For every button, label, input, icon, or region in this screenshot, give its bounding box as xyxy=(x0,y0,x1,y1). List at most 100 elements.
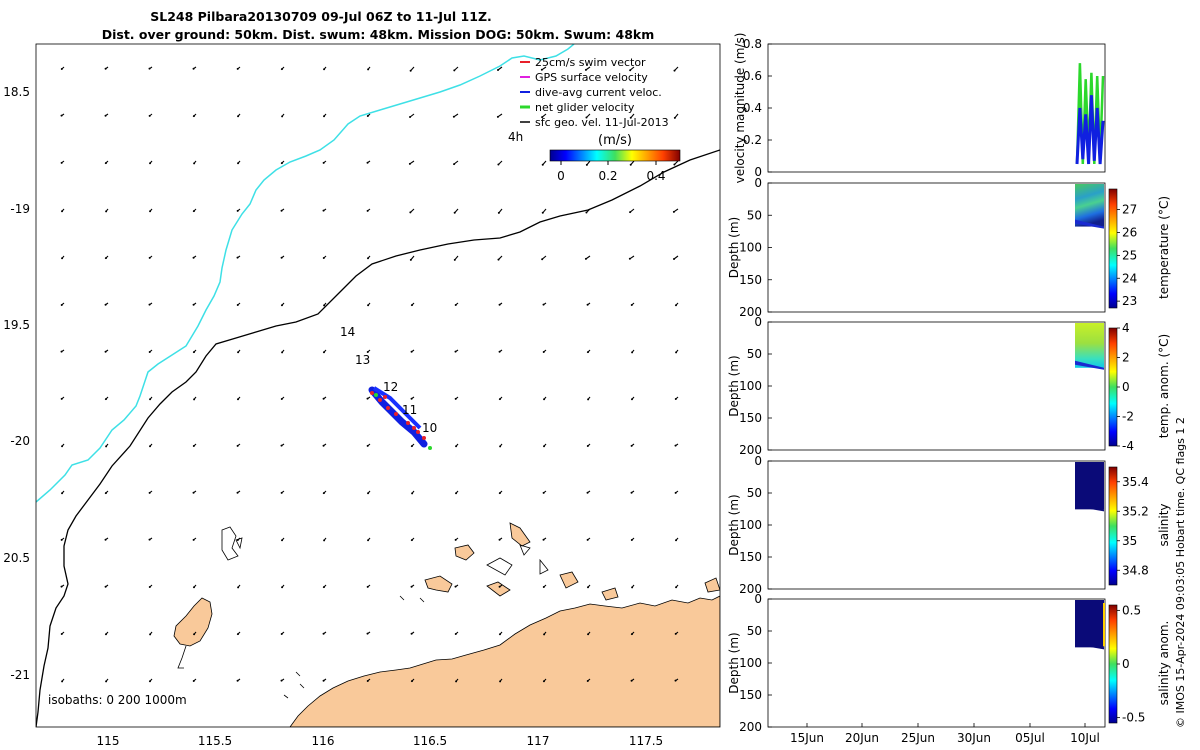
map-x-tick: 116 xyxy=(312,734,335,748)
sfc-velocity-arrowhead xyxy=(542,680,545,683)
sfc-velocity-arrowhead xyxy=(366,209,369,212)
sfc-velocity-arrowhead xyxy=(674,398,677,401)
colorbar-tick: 23 xyxy=(1122,294,1137,308)
panel-frame xyxy=(767,182,1106,313)
panel-y-tick: 200 xyxy=(739,443,762,457)
sfc-velocity-arrowhead xyxy=(674,679,677,682)
colorbar-tick: 2 xyxy=(1122,351,1130,365)
sfc-velocity-arrowhead xyxy=(322,397,325,400)
sfc-velocity-arrowhead xyxy=(367,492,370,495)
sfc-velocity-arrowhead xyxy=(586,351,589,354)
time-axis-tick: 15Jun xyxy=(790,731,824,745)
sfc-velocity-arrowhead xyxy=(104,350,107,353)
sfc-velocity-arrowhead xyxy=(105,445,108,448)
sfc-velocity-arrowhead xyxy=(280,632,283,635)
sfc-velocity-arrowhead xyxy=(367,304,370,307)
sfc-velocity-arrowhead xyxy=(322,351,325,354)
colorbar-tick: 0.4 xyxy=(646,169,665,183)
profile-heatmap-bottom xyxy=(1075,502,1104,512)
sfc-velocity-arrowhead xyxy=(541,211,544,214)
sfc-velocity-arrowhead xyxy=(322,209,325,212)
sfc-velocity-arrowhead xyxy=(60,632,63,635)
sfc-velocity-arrowhead xyxy=(409,69,412,72)
panel-y-tick: 200 xyxy=(739,305,762,319)
sfc-velocity-arrowhead xyxy=(630,444,633,447)
panel-colorbar xyxy=(1108,604,1118,724)
sfc-velocity-arrowhead xyxy=(323,68,326,71)
time-axis-tick: 30Jun xyxy=(957,731,991,745)
sfc-velocity-arrowhead xyxy=(281,539,284,542)
legend-item: GPS surface velocity xyxy=(535,71,648,84)
sfc-velocity-arrowhead xyxy=(192,303,195,306)
panel-y-tick: 200 xyxy=(739,720,762,734)
sfc-velocity-arrowhead xyxy=(322,679,325,682)
panel-y-tick: 150 xyxy=(739,688,762,702)
sfc-velocity-arrowhead xyxy=(60,68,63,71)
sfc-velocity-arrowhead xyxy=(540,68,543,71)
sfc-velocity-arrowhead xyxy=(104,67,107,70)
sfc-velocity-arrowhead xyxy=(410,397,413,400)
sfc-velocity-arrowhead xyxy=(237,162,240,165)
panel-y-tick: 0.4 xyxy=(743,101,762,115)
sfc-velocity-arrowhead xyxy=(586,491,589,494)
sfc-velocity-arrowhead xyxy=(410,680,413,683)
panel-frame xyxy=(767,598,1106,728)
sfc-velocity-arrowhead xyxy=(586,679,589,682)
hour-label-4h: 4h xyxy=(508,130,523,144)
sfc-velocity-arrowhead xyxy=(630,539,633,542)
sfc-velocity-arrowhead xyxy=(453,258,456,261)
sfc-velocity-arrowhead xyxy=(630,679,633,682)
sfc-velocity-arrowhead xyxy=(542,491,545,494)
sfc-velocity-arrowhead xyxy=(236,209,239,212)
sfc-velocity-arrowhead xyxy=(192,538,195,541)
sfc-velocity-arrowhead xyxy=(148,114,151,117)
sfc-velocity-arrowhead xyxy=(366,632,369,635)
map-y-tick: -19 xyxy=(10,202,30,216)
colorbar-tick: 34.8 xyxy=(1122,563,1149,577)
sfc-velocity-arrowhead xyxy=(497,258,500,261)
legend-item: net glider velocity xyxy=(535,101,635,114)
sfc-velocity-arrowhead xyxy=(541,258,544,261)
sfc-velocity-arrowhead xyxy=(408,162,411,165)
sfc-velocity-arrowhead xyxy=(192,351,195,354)
panel-y-tick: 0 xyxy=(754,315,762,329)
sfc-velocity-arrowhead xyxy=(630,303,633,306)
sfc-velocity-arrowhead xyxy=(498,350,501,353)
panel-y-tick: 0.6 xyxy=(743,69,762,83)
sfc-velocity-arrowhead xyxy=(498,633,501,636)
panel-y-tick: 50 xyxy=(747,624,762,638)
sfc-velocity-arrowhead xyxy=(104,538,107,541)
sfc-velocity-arrowhead xyxy=(675,539,678,542)
map-x-tick: 117.5 xyxy=(629,734,663,748)
sfc-velocity-arrowhead xyxy=(237,351,240,354)
colorbar-tick: 0 xyxy=(1122,657,1130,671)
panel-y-tick: 100 xyxy=(739,241,762,255)
sfc-velocity-arrowhead xyxy=(366,679,369,682)
sfc-velocity-arrowhead xyxy=(61,492,64,495)
sfc-velocity-arrowhead xyxy=(104,257,107,260)
colorbar-tick: 0 xyxy=(557,169,565,183)
sfc-velocity-arrowhead xyxy=(280,679,283,682)
sfc-velocity-arrowhead xyxy=(236,679,239,682)
sfc-velocity-arrowhead xyxy=(409,258,412,261)
sfc-velocity-arrowhead xyxy=(455,680,458,683)
time-series-panels: 0.8 0.6 0.4 0.2 0 velocity magnitude (m/s) 0 50… xyxy=(727,33,1171,745)
colorbar-tick: 0 xyxy=(1122,380,1130,394)
sfc-velocity-arrowhead xyxy=(584,257,587,260)
sfc-velocity-arrowhead xyxy=(236,256,239,259)
sfc-velocity-arrowhead xyxy=(323,304,326,307)
sfc-velocity-arrowhead xyxy=(366,115,369,118)
sfc-velocity-arrowhead xyxy=(60,350,63,353)
panel-y-label: Depth (m) xyxy=(727,217,741,278)
map-y-tick: 20.5 xyxy=(3,551,30,565)
sfc-velocity-arrowhead xyxy=(149,162,152,165)
panel-y-tick: 50 xyxy=(747,347,762,361)
speed-colorbar: (m/s) 0 0.2 0.4 xyxy=(549,133,681,183)
sfc-velocity-arrowhead xyxy=(149,633,152,636)
sfc-velocity-arrowhead xyxy=(541,116,544,119)
panel-y-tick: 0.8 xyxy=(743,37,762,51)
sfc-velocity-arrowhead xyxy=(673,116,676,119)
sfc-velocity-arrowhead xyxy=(237,115,240,118)
panel-colorbar xyxy=(1108,327,1118,447)
